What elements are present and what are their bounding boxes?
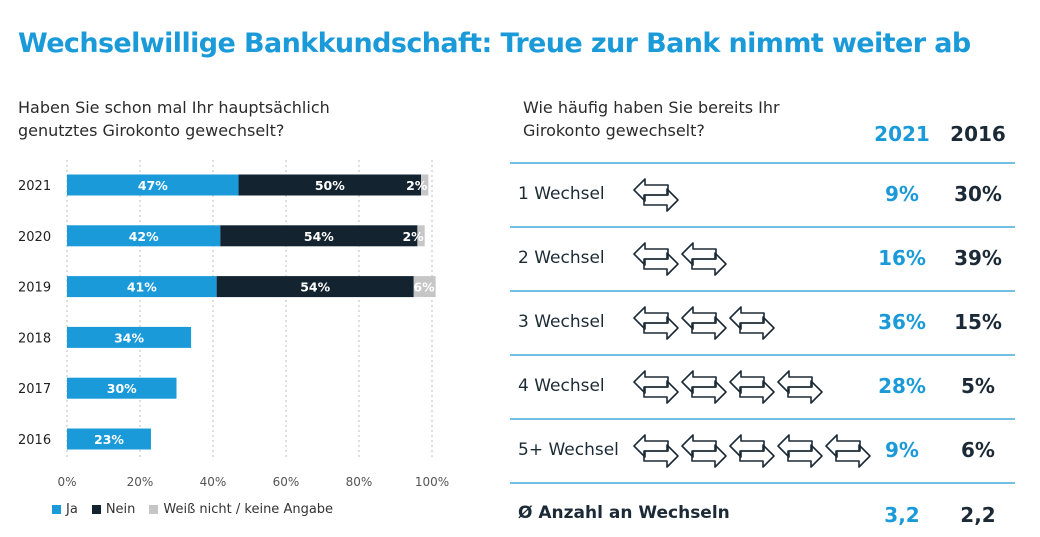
bar-segment xyxy=(417,225,425,247)
data-label: 34% xyxy=(114,330,144,345)
x-tick-label: 60% xyxy=(273,475,300,489)
swap-arrows-icon xyxy=(681,370,727,404)
data-label: 30% xyxy=(107,381,137,396)
column-header-2021: 2021 xyxy=(874,122,930,146)
table-row-label: 2 Wechsel xyxy=(518,248,605,268)
left-chart-question: Haben Sie schon mal Ihr hauptsächlich ge… xyxy=(18,98,330,140)
table-row-label: 4 Wechsel xyxy=(518,376,605,396)
table-row-label: 3 Wechsel xyxy=(518,312,605,332)
table-value-2021: 9% xyxy=(885,438,919,462)
x-tick-label: 0% xyxy=(57,475,76,489)
table-value-2021: 36% xyxy=(878,310,926,334)
swap-arrows-icon xyxy=(633,178,679,212)
legend-item: Weiß nicht / keine Angabe xyxy=(149,502,333,517)
swap-arrows-icon xyxy=(777,434,823,468)
bar-segment xyxy=(421,174,429,196)
table-value-2021: 16% xyxy=(878,246,926,270)
category-label: 2017 xyxy=(18,382,51,397)
legend-item: Nein xyxy=(91,502,136,517)
swap-arrows-icon xyxy=(681,434,727,468)
swap-arrows-icon xyxy=(825,434,871,468)
swap-arrows-icon xyxy=(729,434,775,468)
category-label: 2016 xyxy=(18,433,51,448)
swap-arrows-icon xyxy=(633,434,679,468)
table-value-2016: 30% xyxy=(954,182,1002,206)
average-switches-label: Ø Anzahl an Wechseln xyxy=(518,503,730,523)
category-label: 2020 xyxy=(18,230,51,245)
bar-segment xyxy=(67,276,217,298)
table-value-2016: 6% xyxy=(961,438,995,462)
legend-swatch xyxy=(91,505,101,514)
bar-segment xyxy=(67,377,177,399)
swap-arrows-icon xyxy=(633,242,679,276)
bar-segment xyxy=(67,326,192,348)
category-label: 2021 xyxy=(18,179,51,194)
data-label: 2% xyxy=(406,178,428,193)
legend-label: Weiß nicht / keine Angabe xyxy=(163,502,334,517)
legend-swatch xyxy=(52,505,61,514)
x-tick-label: 100% xyxy=(415,475,449,489)
swap-arrows-icon xyxy=(633,370,679,404)
legend-swatch xyxy=(149,505,159,514)
average-2016-value: 2,2 xyxy=(960,503,996,527)
data-label: 54% xyxy=(304,229,334,244)
table-row-label: 5+ Wechsel xyxy=(518,440,619,460)
data-label: 41% xyxy=(127,280,157,295)
data-label: 50% xyxy=(315,178,345,193)
data-label: 23% xyxy=(94,432,124,447)
data-label: 54% xyxy=(300,280,330,295)
data-label: 42% xyxy=(129,229,159,244)
legend-item: Ja xyxy=(52,502,78,517)
bar-segment xyxy=(220,225,418,247)
x-tick-label: 20% xyxy=(127,475,154,489)
chart-legend: Ja Nein Weiß nicht / keine Angabe xyxy=(52,502,347,517)
swap-arrows-icon xyxy=(681,242,727,276)
table-value-2016: 39% xyxy=(954,246,1002,270)
category-label: 2018 xyxy=(18,331,51,346)
table-value-2021: 9% xyxy=(885,182,919,206)
swap-arrows-icon xyxy=(729,306,775,340)
page-title: Wechselwillige Bankkundschaft: Treue zur… xyxy=(18,28,971,59)
category-label: 2019 xyxy=(18,281,51,296)
data-label: 6% xyxy=(413,280,435,295)
x-tick-label: 80% xyxy=(346,475,373,489)
bar-segment xyxy=(67,428,151,450)
data-label: 2% xyxy=(402,229,424,244)
bar-segment xyxy=(67,174,239,196)
average-2021-value: 3,2 xyxy=(884,503,920,527)
table-row-label: 1 Wechsel xyxy=(518,184,605,204)
table-value-2021: 28% xyxy=(878,374,926,398)
bar-segment xyxy=(67,225,221,247)
right-table-question: Wie häufig haben Sie bereits Ihr Girokon… xyxy=(523,98,780,140)
swap-arrows-icon xyxy=(681,306,727,340)
data-label: 47% xyxy=(138,178,168,193)
bar-segment xyxy=(413,276,436,298)
table-value-2016: 5% xyxy=(961,374,995,398)
x-tick-label: 40% xyxy=(200,475,227,489)
swap-arrows-icon xyxy=(777,370,823,404)
swap-arrows-icon xyxy=(729,370,775,404)
bar-segment xyxy=(238,174,422,196)
legend-label: Ja xyxy=(66,502,78,517)
table-value-2016: 15% xyxy=(954,310,1002,334)
legend-label: Nein xyxy=(105,502,136,517)
swap-arrows-icon xyxy=(633,306,679,340)
bar-segment xyxy=(216,276,414,298)
column-header-2016: 2016 xyxy=(950,122,1006,146)
